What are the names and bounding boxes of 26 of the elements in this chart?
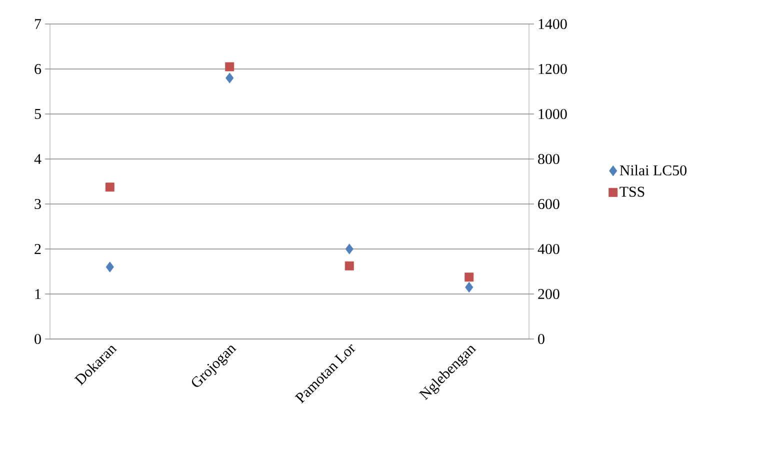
point xyxy=(225,62,234,72)
y2-tick-label: 800 xyxy=(538,154,560,164)
y2-tick-label: 400 xyxy=(538,244,560,254)
y-tick-label: 3 xyxy=(34,198,41,210)
y2-tick-label: 1000 xyxy=(538,108,567,120)
point xyxy=(344,261,354,270)
point xyxy=(105,182,114,192)
y-tick-label: 1 xyxy=(35,289,41,299)
y2-tick-label: 0 xyxy=(538,334,544,344)
point xyxy=(465,282,474,293)
point xyxy=(106,262,114,272)
y-tick-label: 6 xyxy=(34,64,42,74)
y-tick-label: 7 xyxy=(35,19,42,29)
y-tick-label: 4 xyxy=(34,154,42,164)
y-tick-label: 2 xyxy=(34,244,41,254)
legend-label: Nilai LC50 xyxy=(620,164,686,176)
y2-tick-label: 600 xyxy=(538,198,560,210)
y-tick-label: 5 xyxy=(34,109,41,119)
legend-label: TSS xyxy=(620,186,644,197)
y-tick-label: 0 xyxy=(34,334,41,344)
y2-tick-label: 1200 xyxy=(538,64,567,74)
point xyxy=(464,272,474,282)
point xyxy=(226,72,234,84)
y2-tick-label: 200 xyxy=(538,288,560,300)
point xyxy=(345,244,354,254)
y2-tick-label: 1400 xyxy=(538,18,567,30)
